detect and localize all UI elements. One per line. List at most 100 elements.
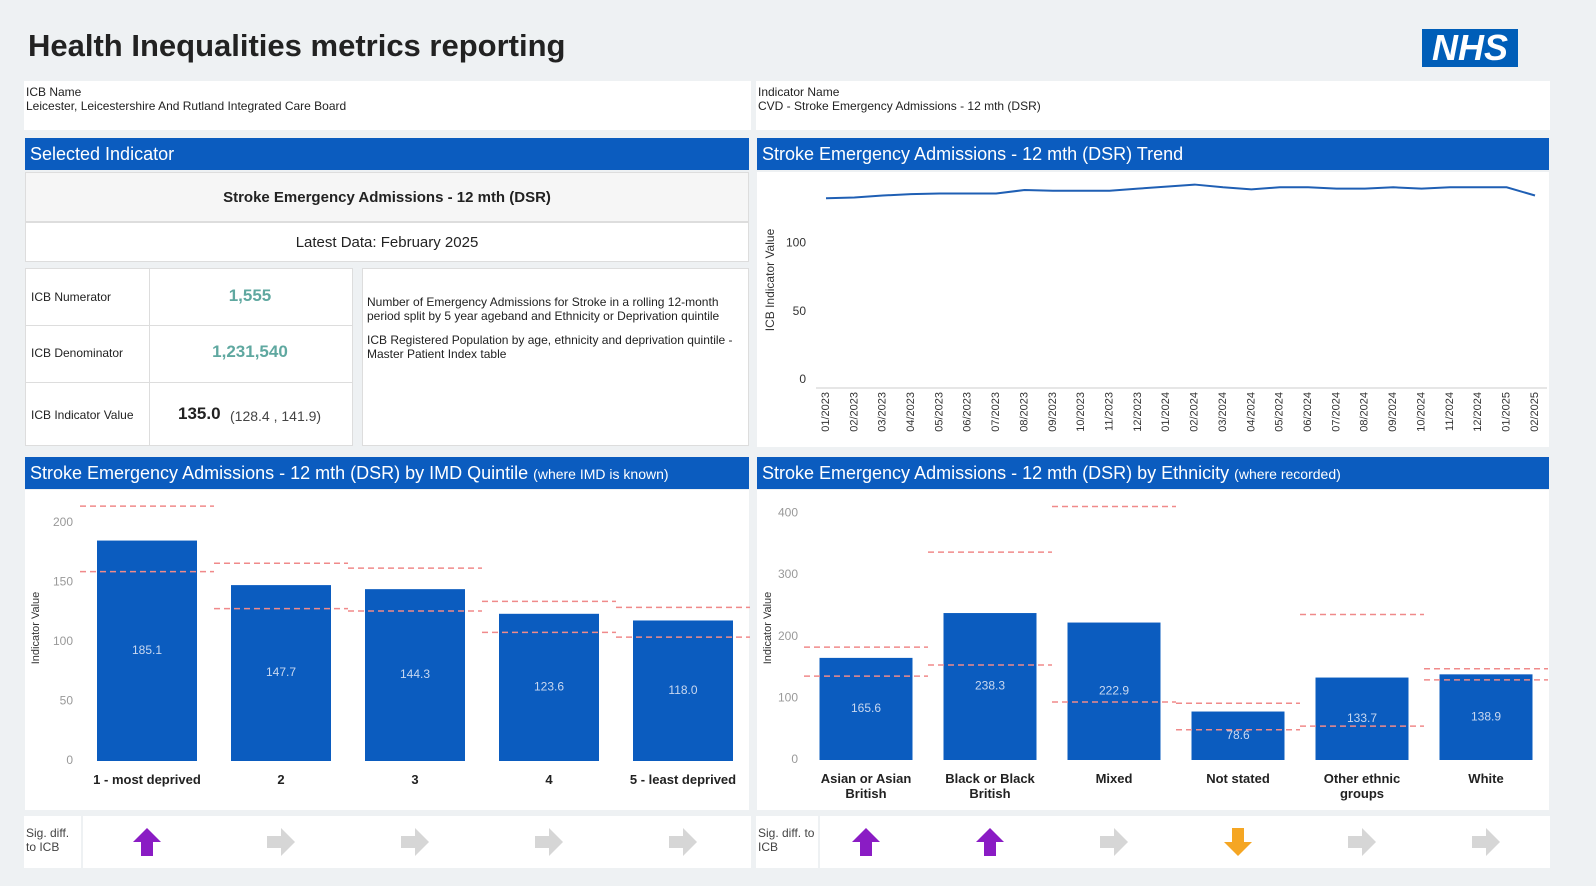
chart-subtitle: (where IMD is known)	[533, 466, 669, 482]
sig-arrow	[1472, 828, 1500, 856]
value-label: 238.3	[975, 679, 1005, 693]
y-tick-label: 50	[793, 304, 807, 318]
divider	[26, 382, 352, 383]
x-tick-label: 4	[545, 772, 553, 787]
sig-arrow	[267, 828, 295, 856]
sig-arrow	[1100, 828, 1128, 856]
note: ICB Registered Population by age, ethnic…	[367, 333, 733, 361]
y-tick-label: 100	[786, 236, 806, 250]
value-label: 133.7	[1347, 711, 1377, 725]
value-label: 118.0	[668, 683, 697, 697]
y-tick-label: 200	[53, 515, 73, 529]
x-tick-label: 02/2025	[1529, 392, 1541, 432]
x-tick-label: 05/2024	[1274, 392, 1286, 432]
y-axis-label: Indicator Value	[30, 592, 42, 665]
x-tick-label: 05/2023	[933, 392, 945, 432]
value-label: 185.1	[132, 643, 162, 657]
chart-title: Stroke Emergency Admissions - 12 mth (DS…	[762, 463, 1230, 483]
y-tick-label: 150	[53, 575, 73, 589]
chart-subtitle: (where recorded)	[1234, 466, 1341, 482]
y-tick-label: 200	[778, 629, 798, 643]
panel-header: Stroke Emergency Admissions - 12 mth (DS…	[25, 457, 749, 489]
value-label: 123.6	[534, 680, 564, 694]
value-label: 147.7	[266, 665, 296, 679]
value-label: 144.3	[400, 667, 430, 681]
x-tick-label: Other ethnic groups	[1323, 771, 1401, 801]
x-tick-label: 01/2023	[820, 392, 832, 432]
bar	[943, 613, 1037, 760]
x-tick-label: 1 - most deprived	[93, 772, 201, 787]
bar	[231, 585, 331, 761]
sig-arrow	[976, 828, 1004, 856]
row-label: ICB Numerator	[31, 290, 112, 304]
x-tick-label: White	[1468, 771, 1504, 786]
value-label: 78.6	[1226, 728, 1250, 742]
indicator-label: Indicator Name	[758, 85, 840, 99]
y-tick-label: 0	[66, 753, 73, 767]
x-tick-label: Mixed	[1095, 771, 1133, 786]
y-tick-label: 100	[53, 634, 73, 648]
x-tick-label: 04/2023	[905, 392, 917, 432]
latest-data: Latest Data: February 2025	[25, 222, 749, 262]
bar	[499, 613, 599, 761]
x-tick-label: 09/2023	[1047, 392, 1059, 432]
x-tick-label: 02/2024	[1189, 392, 1201, 432]
row-value: 1,555	[228, 286, 272, 305]
sig-arrow	[401, 828, 429, 856]
sig-arrow	[1348, 828, 1376, 856]
x-tick-label: 07/2024	[1330, 392, 1342, 432]
note: Number of Emergency Admissions for Strok…	[367, 295, 720, 323]
y-axis-label: ICB Indicator Value	[763, 228, 777, 331]
x-tick-label: 03/2024	[1217, 392, 1229, 432]
sig-label: Sig. diff. to ICB	[24, 816, 81, 868]
divider	[26, 325, 352, 326]
indicator-box: Indicator Name CVD - Stroke Emergency Ad…	[756, 81, 1550, 130]
x-tick-label: Not stated	[1206, 771, 1270, 786]
metrics-table	[25, 268, 353, 446]
y-tick-label: 0	[799, 372, 806, 386]
indicator-value: CVD - Stroke Emergency Admissions - 12 m…	[758, 99, 1041, 113]
sig-arrow	[535, 828, 563, 856]
x-tick-label: Black or Black British	[945, 771, 1035, 801]
x-tick-label: 04/2024	[1245, 392, 1257, 432]
row-label: ICB Indicator Value	[31, 408, 134, 422]
x-tick-label: 01/2024	[1160, 392, 1172, 432]
indicator-name: Stroke Emergency Admissions - 12 mth (DS…	[25, 172, 749, 222]
sig-arrow	[852, 828, 880, 856]
x-tick-label: 10/2024	[1415, 392, 1427, 432]
y-tick-label: 50	[60, 694, 74, 708]
sig-row	[820, 816, 1550, 868]
bar	[1067, 622, 1161, 760]
x-tick-label: 06/2024	[1302, 392, 1314, 432]
sig-arrow	[133, 828, 161, 856]
x-tick-label: 02/2023	[848, 392, 860, 432]
x-tick-label: 09/2024	[1387, 392, 1399, 432]
row-value: 1,231,540	[212, 342, 288, 361]
x-tick-label: 01/2025	[1501, 392, 1513, 432]
x-tick-label: 08/2023	[1018, 392, 1030, 432]
y-tick-label: 0	[791, 752, 798, 766]
y-tick-label: 400	[778, 506, 798, 520]
notes-box: Number of Emergency Admissions for Strok…	[362, 268, 749, 446]
icb-box: ICB Name Leicester, Leicestershire And R…	[24, 81, 751, 130]
trend-line	[825, 183, 1536, 200]
x-tick-label: 08/2024	[1359, 392, 1371, 432]
value-label: 222.9	[1099, 683, 1129, 697]
row-label: ICB Denominator	[31, 346, 124, 360]
row-value: 135.0	[178, 404, 221, 423]
sig-arrow	[1224, 828, 1252, 856]
x-tick-label: 03/2023	[877, 392, 889, 432]
bar	[633, 620, 733, 761]
bar	[97, 540, 197, 761]
x-tick-label: 2	[277, 772, 285, 787]
x-tick-label: 10/2023	[1075, 392, 1087, 432]
value-label: 138.9	[1471, 709, 1501, 723]
x-tick-label: 5 - least deprived	[629, 772, 737, 787]
panel-header: Stroke Emergency Admissions - 12 mth (DS…	[757, 457, 1549, 489]
panel-header: Selected Indicator	[25, 138, 749, 170]
divider	[149, 268, 150, 446]
x-tick-label: 3	[411, 772, 419, 787]
value-label: 165.6	[851, 701, 881, 715]
